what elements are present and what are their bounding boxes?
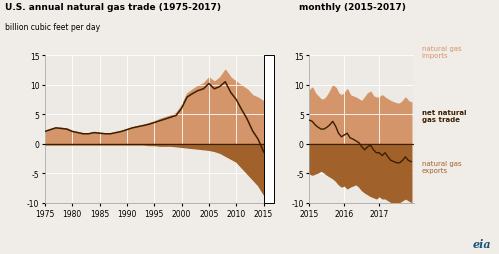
Text: net natural
gas trade: net natural gas trade	[422, 109, 466, 122]
Text: U.S. annual natural gas trade (1975-2017): U.S. annual natural gas trade (1975-2017…	[5, 3, 221, 11]
Text: eia: eia	[473, 238, 492, 249]
Text: natural gas
imports: natural gas imports	[422, 46, 461, 59]
Text: monthly (2015-2017): monthly (2015-2017)	[299, 3, 406, 11]
Text: billion cubic feet per day: billion cubic feet per day	[5, 23, 100, 32]
Text: natural gas
exports: natural gas exports	[422, 160, 461, 173]
